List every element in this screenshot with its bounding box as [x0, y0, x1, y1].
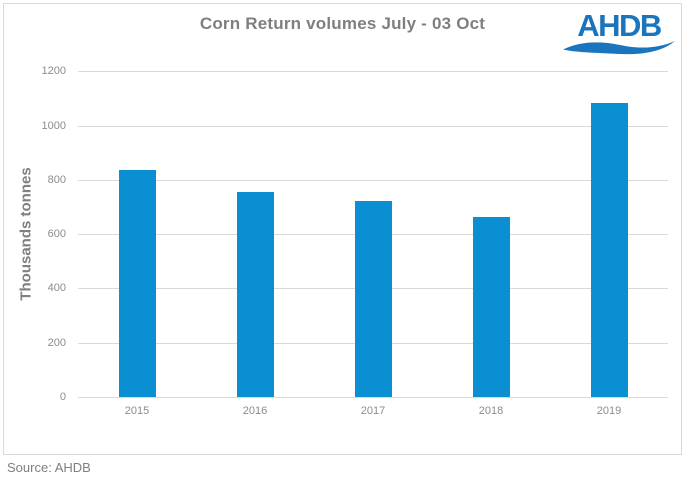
y-tick-label-200: 200 [47, 336, 66, 349]
y-tick-label-600: 600 [47, 228, 66, 241]
chart-frame: Corn Return volumes July - 03 Oct AHDB T… [3, 3, 682, 455]
x-tick-label-2016: 2016 [242, 405, 268, 417]
bar-2016 [236, 191, 274, 397]
y-tick-label-800: 800 [47, 173, 66, 186]
gridline-1000 [78, 125, 668, 127]
x-tick-label-2019: 2019 [596, 405, 622, 417]
y-tick-label-1000: 1000 [41, 119, 66, 132]
bar-2019 [590, 103, 628, 397]
gridline-1200 [78, 71, 668, 73]
x-tick-label-2017: 2017 [360, 405, 386, 417]
bar-2018 [472, 216, 510, 397]
source-note: Source: AHDB [7, 460, 91, 475]
gridline-0 [78, 397, 668, 398]
plot-area: 0 200 400 600 800 1000 1200 2015 2016 2017 2018 201… [4, 4, 681, 454]
ahdb-wave-icon [563, 41, 675, 55]
y-tick-label-400: 400 [47, 282, 66, 295]
y-tick-label-1200: 1200 [41, 65, 66, 78]
ahdb-logo: AHDB [563, 10, 675, 55]
chart-title: Corn Return volumes July - 03 Oct [199, 14, 486, 33]
x-tick-label-2018: 2018 [478, 405, 504, 417]
bar-2017 [354, 201, 392, 397]
y-tick-label-0: 0 [59, 391, 66, 403]
ahdb-logo-text: AHDB [577, 8, 662, 43]
x-tick-label-2015: 2015 [124, 405, 150, 417]
bar-2015 [118, 170, 156, 397]
gridline-800 [78, 179, 668, 181]
